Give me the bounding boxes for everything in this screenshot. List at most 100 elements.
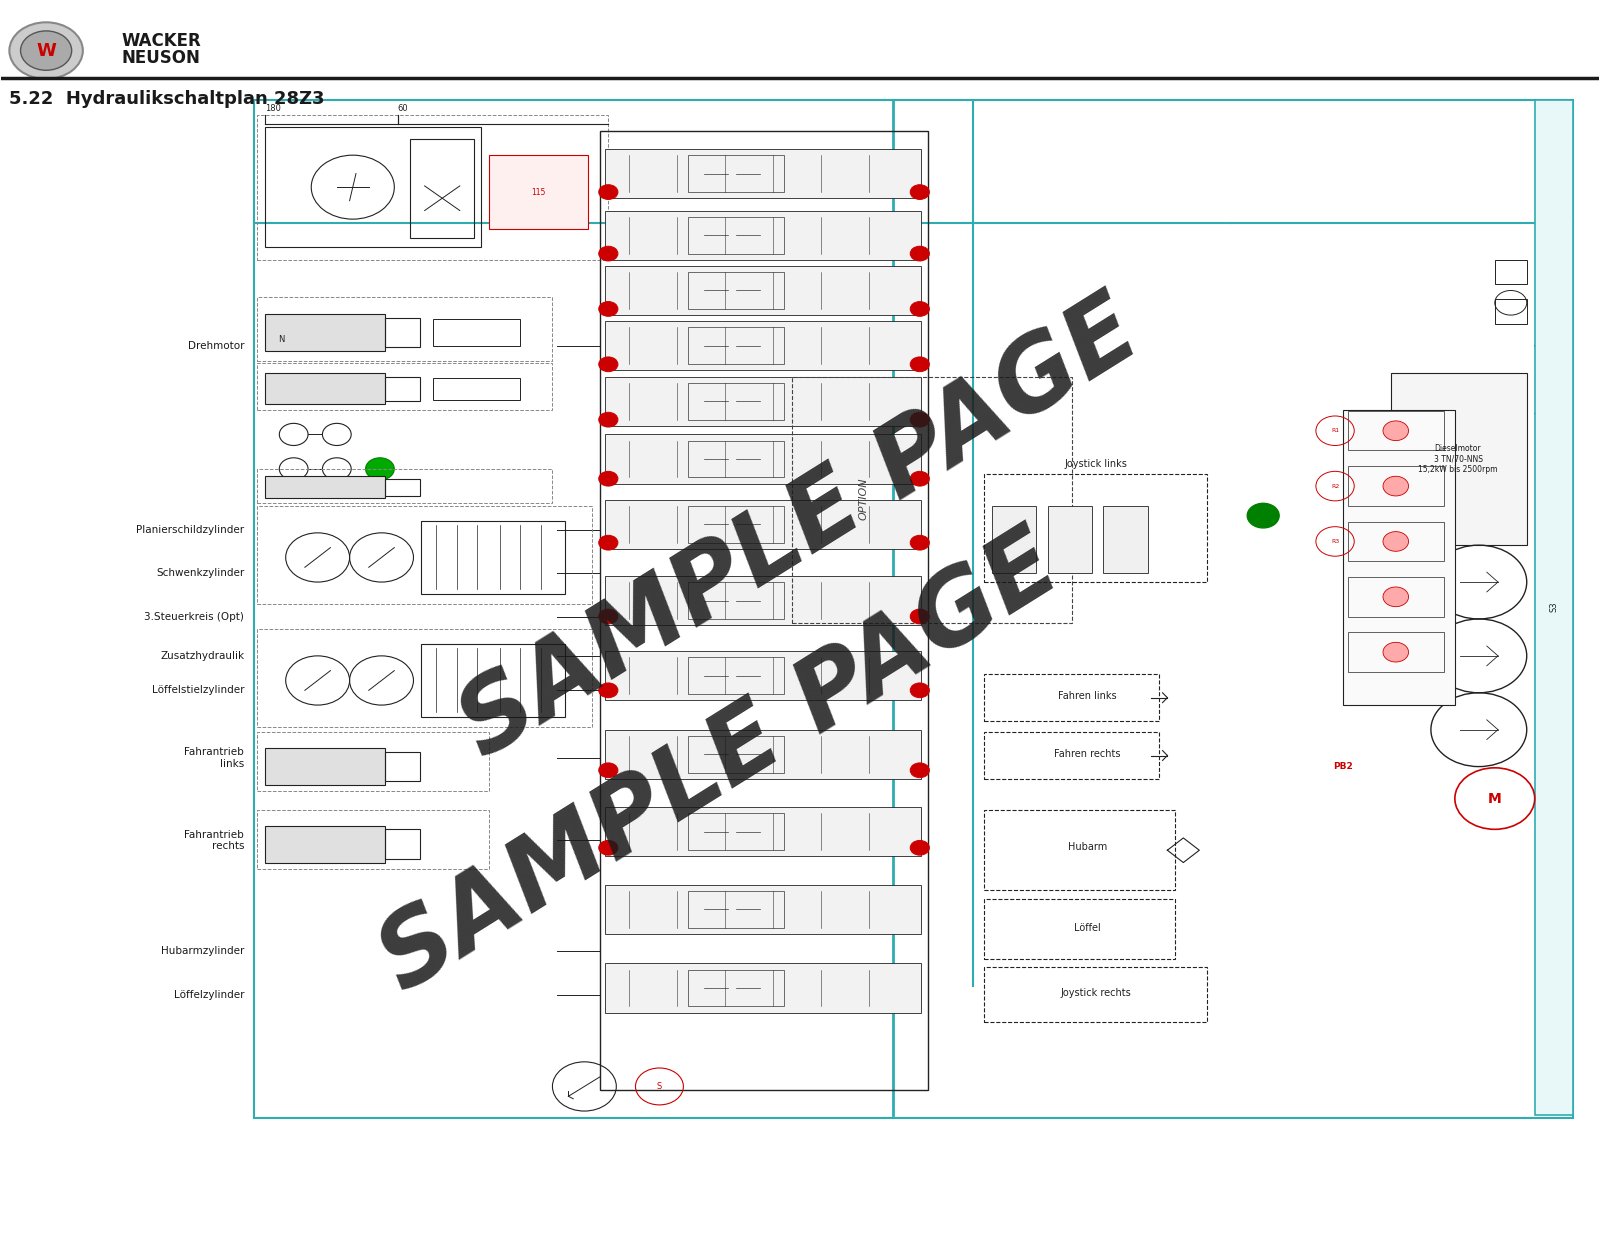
Bar [266,372,384,403]
Circle shape [910,609,930,624]
Text: S: S [658,1081,662,1091]
Bar [421,644,565,718]
Circle shape [598,356,618,371]
Bar [1104,506,1149,573]
Circle shape [910,683,930,698]
Circle shape [365,457,394,480]
Text: W: W [37,42,56,59]
Circle shape [910,185,930,200]
Bar [266,826,384,863]
Text: Löffelzylinder: Löffelzylinder [174,990,245,1000]
Text: SAMPLE PAGE: SAMPLE PAGE [363,517,1077,1012]
Circle shape [598,185,618,200]
Bar [1390,372,1526,545]
Bar [266,748,384,785]
Circle shape [1248,503,1278,528]
Bar [432,319,520,345]
Bar [605,266,922,316]
Circle shape [910,302,930,317]
Circle shape [598,683,618,698]
Text: 180: 180 [266,104,282,113]
Bar [605,149,922,199]
Bar [688,217,784,254]
Bar [605,576,922,625]
Text: Planierschildzylinder: Planierschildzylinder [136,525,245,535]
Circle shape [910,471,930,486]
Bar [258,629,592,727]
Bar [1494,260,1526,285]
Circle shape [598,302,618,317]
Circle shape [598,609,618,624]
Bar [254,100,1573,1118]
Text: Zusatzhydraulik: Zusatzhydraulik [160,651,245,661]
Circle shape [1382,531,1408,551]
Text: Hubarm: Hubarm [1067,842,1107,852]
Circle shape [1382,420,1408,440]
Bar [258,506,592,604]
Text: N: N [278,335,285,344]
Bar [410,139,474,238]
Bar [1494,300,1526,324]
Bar [384,830,419,859]
Bar [605,434,922,483]
Circle shape [598,535,618,550]
Bar [258,115,608,260]
Bar [605,211,922,260]
Bar [1347,411,1443,450]
Circle shape [598,412,618,427]
Circle shape [598,471,618,486]
Text: Fahrantrieb
links: Fahrantrieb links [184,747,245,769]
Text: R1: R1 [1331,428,1339,433]
Bar [1048,506,1093,573]
Bar [605,499,922,549]
Bar [688,272,784,309]
Bar [384,318,419,346]
Bar [688,814,784,851]
Bar [984,899,1176,958]
Bar [432,377,520,399]
Text: Hubarmzylinder: Hubarmzylinder [160,946,245,956]
Bar [688,582,784,619]
Bar [688,736,784,773]
Text: 5.22  Hydraulikschaltplan 28Z3: 5.22 Hydraulikschaltplan 28Z3 [10,90,325,109]
Bar [688,890,784,927]
Bar [688,440,784,477]
Text: NEUSON: NEUSON [122,49,200,67]
Bar [688,657,784,694]
Bar [992,506,1037,573]
Bar [258,469,552,503]
Text: Joystick links: Joystick links [1064,459,1126,469]
Circle shape [910,841,930,856]
Bar [605,651,922,700]
Circle shape [598,841,618,856]
Text: SAMPLE PAGE: SAMPLE PAGE [443,282,1157,778]
Bar [384,478,419,496]
Text: S3: S3 [1549,602,1558,612]
Bar [688,328,784,364]
Text: Fahren links: Fahren links [1058,692,1117,702]
Text: Fahrantrieb
rechts: Fahrantrieb rechts [184,830,245,851]
Bar [605,730,922,779]
Circle shape [910,535,930,550]
Bar [984,967,1208,1022]
Text: Dieselmotor
3 TN/70-NNS
15,2kW bis 2500rpm: Dieselmotor 3 TN/70-NNS 15,2kW bis 2500r… [1418,444,1498,473]
Bar [688,382,784,419]
Bar [600,131,928,1090]
Bar [258,297,552,360]
Bar [1347,633,1443,672]
Text: Löffel: Löffel [1074,922,1101,932]
Text: Drehmotor: Drehmotor [187,340,245,351]
Bar [258,810,488,869]
Bar [258,363,552,409]
Bar [984,473,1208,582]
Bar [605,885,922,933]
Bar [688,506,784,543]
Bar [488,155,587,229]
Circle shape [1382,476,1408,496]
Circle shape [598,247,618,261]
Text: Schwenkzylinder: Schwenkzylinder [155,568,245,578]
Circle shape [910,412,930,427]
Bar [605,376,922,425]
Bar [1347,577,1443,616]
Circle shape [1382,587,1408,607]
